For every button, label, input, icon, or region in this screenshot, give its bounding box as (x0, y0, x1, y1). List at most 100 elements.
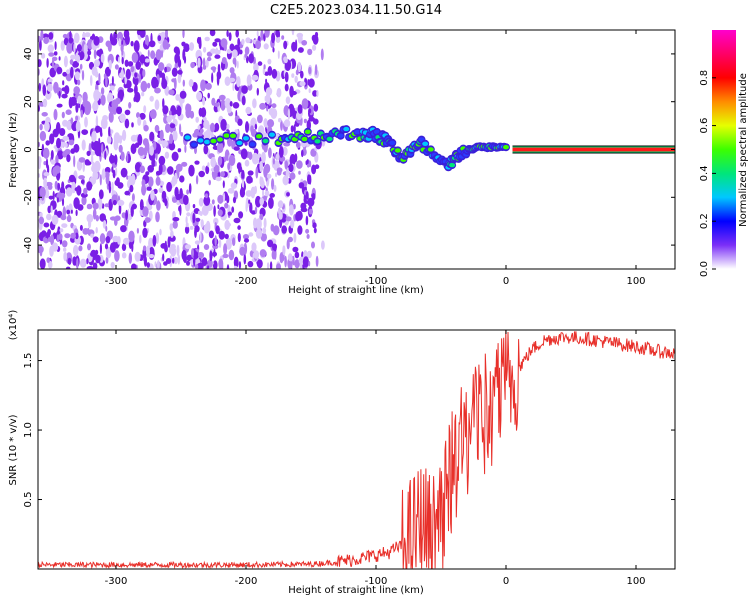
noise-speckle (308, 108, 312, 114)
noise-speckle (81, 70, 85, 81)
noise-speckle (88, 218, 92, 229)
noise-speckle (68, 174, 76, 183)
signal-blob (373, 129, 380, 135)
noise-speckle (169, 133, 174, 144)
noise-speckle (256, 30, 259, 37)
x-tick-label: -200 (235, 276, 258, 287)
noise-speckle (61, 181, 65, 190)
noise-speckle (283, 119, 291, 128)
noise-speckle (79, 258, 87, 268)
noise-speckle (109, 154, 116, 164)
noise-speckle (123, 237, 130, 245)
noise-speckle (38, 216, 45, 225)
noise-speckle (54, 41, 57, 51)
noise-speckle (98, 189, 104, 200)
noise-speckle (80, 109, 84, 118)
noise-speckle (79, 63, 83, 70)
noise-speckle (84, 32, 91, 38)
noise-speckle (212, 66, 216, 73)
noise-speckle (223, 243, 228, 256)
noise-speckle (315, 255, 319, 267)
noise-speckle (76, 258, 79, 269)
noise-speckle (86, 150, 91, 157)
noise-speckle (297, 61, 302, 73)
noise-speckle (211, 72, 214, 83)
noise-speckle (106, 136, 112, 144)
noise-speckle (255, 218, 262, 230)
noise-speckle (196, 262, 204, 269)
noise-speckle (131, 122, 134, 128)
noise-speckle (92, 202, 99, 210)
noise-speckle (95, 254, 101, 264)
signal-blob (422, 141, 429, 146)
noise-speckle (133, 96, 137, 102)
noise-speckle (295, 69, 299, 76)
noise-speckle (137, 134, 143, 146)
noise-speckle (199, 231, 202, 243)
noise-speckle (61, 223, 68, 229)
noise-speckle (313, 103, 319, 112)
noise-speckle (150, 32, 153, 45)
noise-speckle (265, 87, 273, 96)
noise-speckle (202, 257, 207, 265)
noise-speckle (92, 171, 99, 181)
x-tick-label: -200 (235, 576, 258, 587)
noise-speckle (259, 160, 264, 173)
noise-speckle (130, 134, 138, 142)
noise-speckle (43, 177, 47, 189)
noise-speckle (108, 111, 114, 123)
noise-speckle (120, 167, 128, 178)
noise-speckle (62, 150, 68, 158)
noise-speckle (138, 73, 141, 84)
noise-speckle (182, 79, 185, 87)
noise-speckle (62, 33, 68, 39)
noise-speckle (314, 31, 319, 38)
noise-speckle (185, 244, 191, 250)
noise-speckle (144, 58, 150, 63)
noise-speckle (247, 170, 254, 176)
noise-speckle (133, 40, 140, 53)
noise-speckle (246, 55, 249, 64)
noise-speckle (260, 232, 267, 242)
noise-speckle (78, 175, 85, 180)
noise-speckle (77, 79, 81, 86)
y-tick-label: 0 (23, 146, 34, 152)
noise-speckle (67, 214, 71, 222)
noise-speckle (85, 101, 92, 113)
noise-speckle (42, 98, 48, 108)
noise-speckle (158, 163, 163, 175)
signal-blob (262, 138, 269, 144)
noise-speckle (171, 151, 179, 162)
noise-speckle (154, 261, 157, 268)
snr-scale-label: (x10⁴) (8, 310, 19, 341)
noise-speckle (313, 227, 317, 234)
noise-speckle (220, 118, 227, 131)
noise-speckle (104, 203, 110, 208)
signal-blob (256, 134, 262, 139)
colorbar-tick-label: 0.6 (699, 118, 710, 134)
spectrogram-x-ticks: -300 -200 -100 0 100 (105, 30, 646, 287)
noise-speckle (141, 184, 147, 196)
noise-speckle (213, 217, 219, 225)
noise-speckle (212, 251, 217, 257)
chart-title: C2E5.2023.034.11.50.G14 (270, 3, 442, 18)
noise-speckle (167, 166, 174, 175)
noise-speckle (43, 222, 50, 228)
noise-speckle (98, 73, 101, 85)
noise-speckle (259, 213, 264, 221)
noise-speckle (299, 81, 306, 87)
noise-speckle (312, 44, 317, 51)
noise-speckle (105, 246, 112, 259)
noise-speckle (241, 38, 245, 46)
noise-speckle (266, 262, 270, 269)
snr-frame (37, 329, 676, 570)
noise-speckle (100, 87, 105, 95)
noise-speckle (139, 54, 146, 64)
noise-speckle (137, 146, 145, 156)
noise-speckle (182, 194, 189, 206)
noise-speckle (205, 82, 212, 90)
noise-speckle (160, 243, 168, 249)
noise-speckle (73, 244, 79, 257)
noise-speckle (220, 99, 226, 111)
